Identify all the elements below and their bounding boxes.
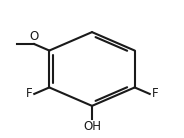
Text: F: F: [26, 87, 32, 100]
Text: F: F: [152, 87, 158, 100]
Text: OH: OH: [83, 120, 101, 132]
Text: O: O: [30, 30, 39, 43]
